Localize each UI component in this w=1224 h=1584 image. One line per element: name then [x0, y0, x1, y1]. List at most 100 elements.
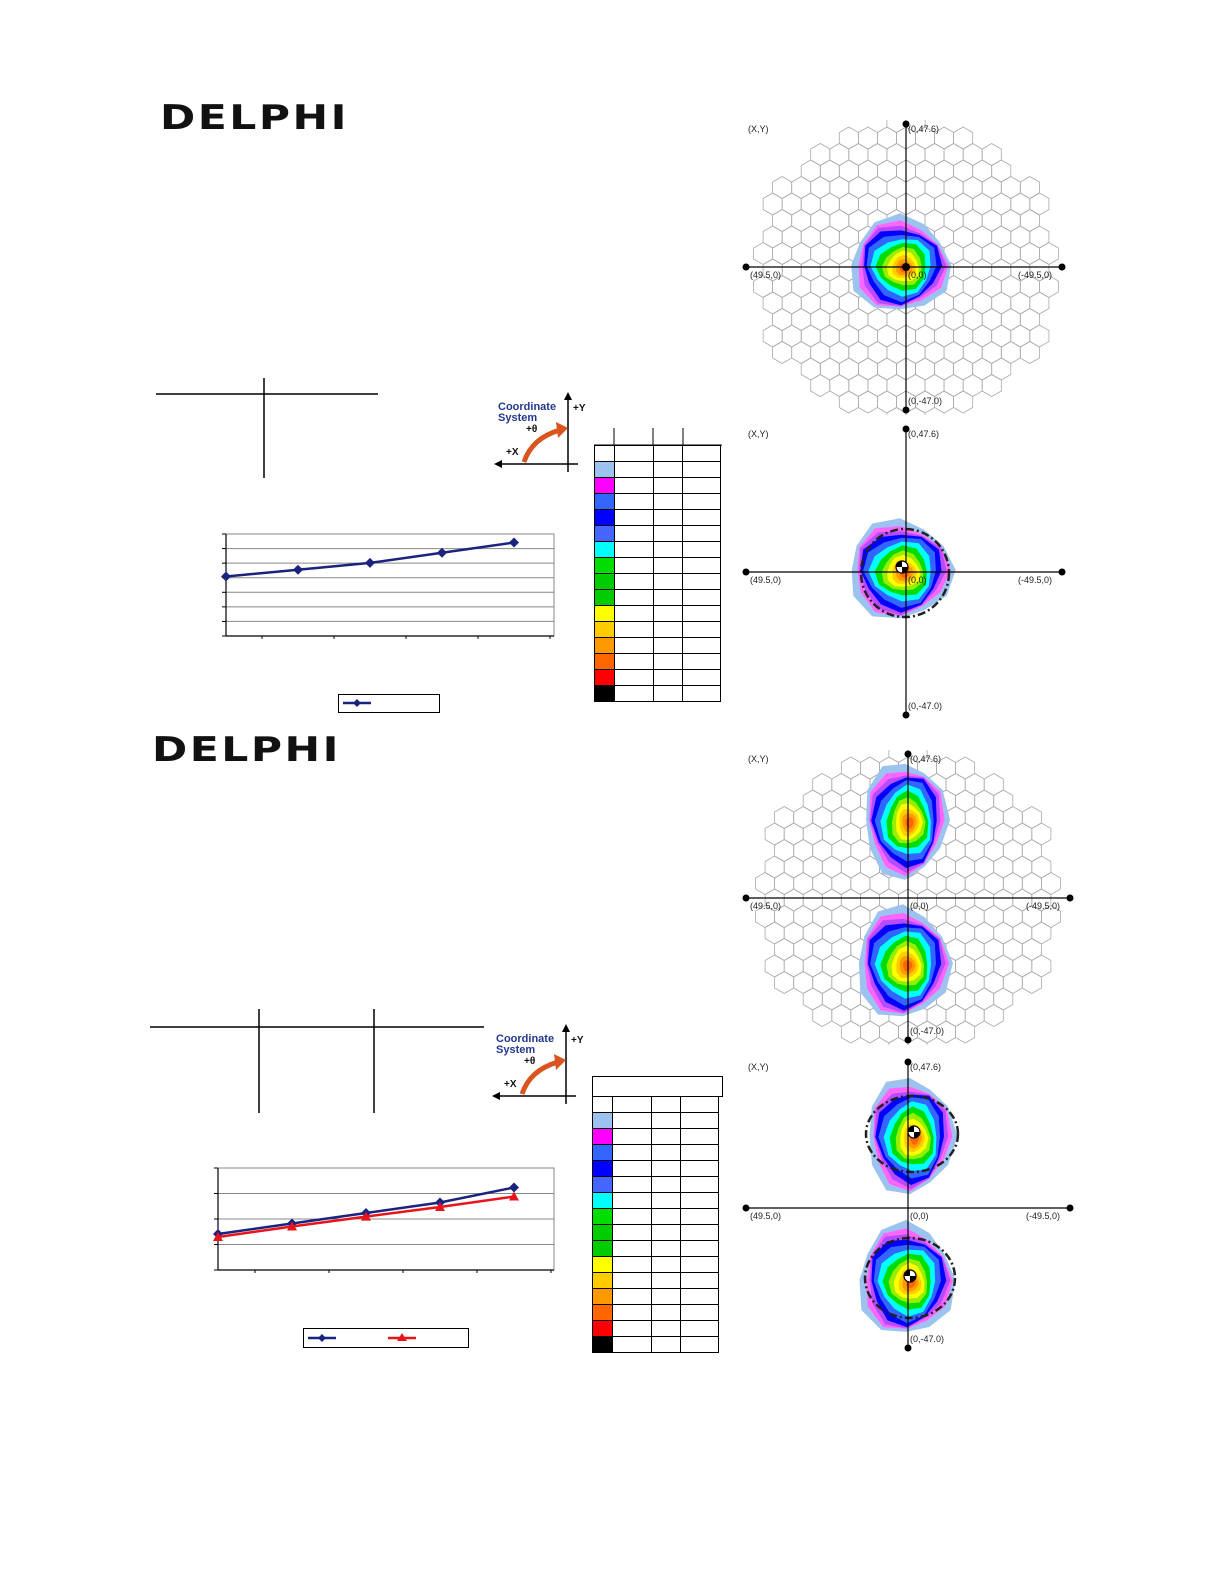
- spray-blob: [851, 213, 952, 310]
- scale-cell: [614, 621, 654, 638]
- scale-cell: [614, 573, 654, 590]
- center-label: (0,0): [908, 270, 927, 280]
- scale-row: [592, 1272, 719, 1289]
- scale-cell: [614, 461, 654, 478]
- scale-cell: [651, 1144, 681, 1161]
- scale-cell: [682, 589, 721, 606]
- scale-swatch: [594, 589, 615, 606]
- scale-cell: [614, 669, 654, 686]
- scale-cell: [680, 1096, 719, 1113]
- scale-cell: [653, 557, 683, 574]
- scale-cell: [653, 637, 683, 654]
- plus-x-label-bottom: +X: [504, 1079, 517, 1090]
- scale-row: [594, 637, 721, 654]
- xy-label: (X,Y): [748, 754, 769, 764]
- scale-cell: [651, 1240, 681, 1257]
- scale-cell: [653, 493, 683, 510]
- axis-end-dot: [742, 263, 750, 271]
- scale-cell: [653, 589, 683, 606]
- scale-swatch: [592, 1336, 613, 1353]
- scale-cell: [682, 573, 721, 590]
- scale-cell: [682, 557, 721, 574]
- axis-end-dot: [1058, 263, 1066, 271]
- scale-cell: [612, 1128, 652, 1145]
- scale-cell: [653, 541, 683, 558]
- line-chart-top: [221, 533, 555, 639]
- scale-cell: [614, 493, 654, 510]
- scale-cell: [682, 493, 721, 510]
- scale-swatch: [594, 637, 615, 654]
- scale-swatch: [594, 685, 615, 702]
- scale-cell: [612, 1288, 652, 1305]
- scale-swatch: [594, 573, 615, 590]
- scale-cell: [682, 461, 721, 478]
- top-label: (0,47.6): [910, 1062, 941, 1072]
- header-grid-bottom: [150, 1009, 484, 1113]
- plot-area: [225, 533, 555, 637]
- data-point: [361, 1211, 371, 1221]
- scale-cell: [682, 541, 721, 558]
- spray-blob: [858, 904, 953, 1017]
- coordinate-title-1-bottom: Coordinate: [496, 1033, 555, 1045]
- scale-cell: [680, 1208, 719, 1225]
- scale-cell: [612, 1096, 652, 1113]
- scale-cell: [680, 1256, 719, 1273]
- coordinate-title-1: Coordinate: [498, 401, 557, 413]
- axis-end-dot: [904, 1344, 912, 1352]
- coordinate-system-bottom: Coordinate System +Y +θ +X: [492, 1024, 592, 1108]
- scale-cell: [653, 685, 683, 702]
- data-point: [435, 1202, 445, 1211]
- scale-swatch: [592, 1096, 613, 1113]
- scale-row: [594, 685, 721, 702]
- scale-cell: [682, 621, 721, 638]
- scale-row: [592, 1336, 719, 1353]
- scale-cell: [680, 1224, 719, 1241]
- scale-cell: [682, 445, 721, 462]
- scale-cell: [614, 605, 654, 622]
- scale-cell: [680, 1112, 719, 1129]
- scale-row: [594, 621, 721, 638]
- scale-row: [592, 1112, 719, 1129]
- chart-legend-bottom: [303, 1328, 469, 1348]
- scale-cell: [612, 1256, 652, 1273]
- axis-end-dot: [902, 406, 910, 414]
- boundary-ring: [859, 527, 951, 619]
- xy-label: (X,Y): [748, 429, 769, 439]
- scale-cell: [651, 1336, 681, 1353]
- scale-cell: [651, 1256, 681, 1273]
- scale-swatch: [592, 1256, 613, 1273]
- scale-cell: [614, 557, 654, 574]
- scale-cell: [612, 1320, 652, 1337]
- scale-swatch: [594, 541, 615, 558]
- scale-cell: [680, 1320, 719, 1337]
- bottom-label: (0,-47.0): [908, 396, 942, 406]
- scale-cell: [651, 1192, 681, 1209]
- axis-end-dot: [1066, 894, 1074, 902]
- axis-end-dot: [742, 1204, 750, 1212]
- scale-cell: [682, 653, 721, 670]
- right-label: (-49.5,0): [1018, 270, 1052, 280]
- scale-swatch: [594, 461, 615, 478]
- spray-pattern-plot-4: (X,Y) (0,47.6) (49.5,0) (0,0) (-49.5,0) (0,-4…: [742, 1058, 1074, 1352]
- scale-swatch: [592, 1160, 613, 1177]
- center-label: (0,0): [908, 575, 927, 585]
- scale-cell: [682, 669, 721, 686]
- scale-cell: [682, 605, 721, 622]
- scale-cell: [682, 509, 721, 526]
- scale-cell: [680, 1272, 719, 1289]
- legend-marker-blue-top: [343, 699, 371, 707]
- scale-row: [592, 1208, 719, 1225]
- xy-label: (X,Y): [748, 124, 769, 134]
- scale-cell: [614, 653, 654, 670]
- scale-cell: [612, 1336, 652, 1353]
- scale-swatch: [594, 557, 615, 574]
- scale-row: [594, 525, 721, 542]
- header-grid-top: [156, 378, 378, 478]
- axis-end-dot: [904, 1036, 912, 1044]
- spray-pattern-plot-2: (X,Y) (0,47.6) (49.5,0) (0,0) (-49.5,0) (0,-4…: [742, 425, 1066, 719]
- coordinate-title-2-bottom: System: [496, 1044, 536, 1056]
- legend-markers-bottom: [308, 1333, 416, 1342]
- scale-row: [592, 1320, 719, 1337]
- scale-cell: [651, 1304, 681, 1321]
- scale-cell: [651, 1128, 681, 1145]
